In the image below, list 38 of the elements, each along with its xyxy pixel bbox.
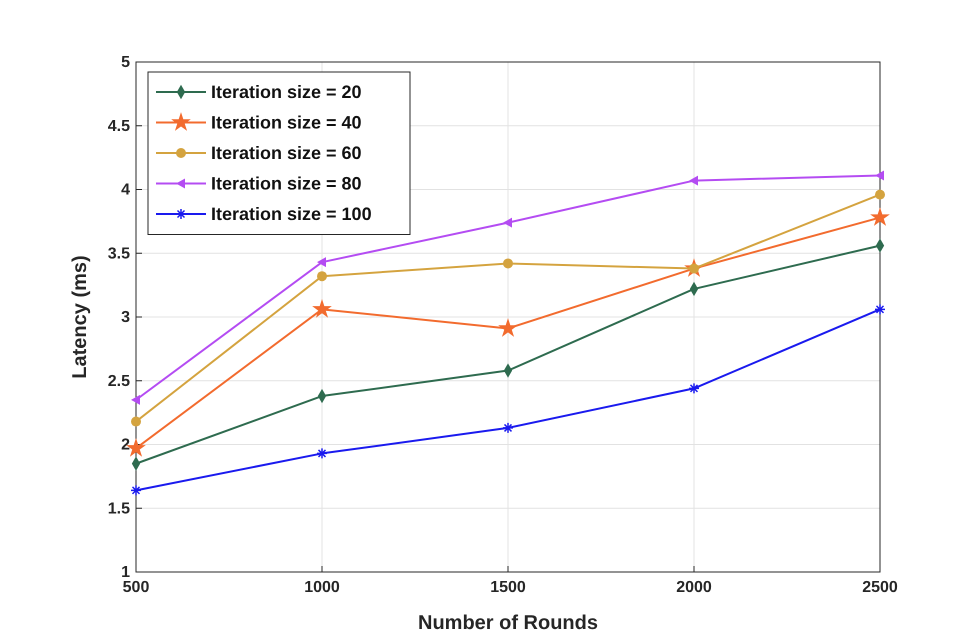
point — [131, 394, 140, 405]
point — [689, 176, 698, 186]
point — [317, 271, 327, 282]
y-tick-label: 2 — [121, 436, 130, 454]
y-tick-label: 1 — [121, 564, 130, 581]
point — [874, 304, 886, 316]
point — [498, 318, 518, 337]
legend-label: Iteration size = 100 — [211, 204, 372, 224]
legend-label: Iteration size = 20 — [211, 82, 362, 102]
y-tick-label: 2.5 — [108, 372, 130, 390]
x-tick-label: 1500 — [490, 579, 526, 596]
point — [316, 448, 328, 460]
point — [502, 422, 514, 434]
x-tick-label: 2000 — [676, 579, 712, 596]
x-tick-label: 500 — [122, 579, 150, 596]
x-tick-label: 1000 — [304, 579, 340, 596]
y-axis-title: Latency (ms) — [69, 255, 91, 379]
y-tick-label: 4.5 — [108, 118, 130, 135]
y-tick-label: 4 — [121, 182, 130, 198]
legend-label: Iteration size = 40 — [211, 112, 362, 132]
point — [312, 299, 332, 318]
point — [131, 416, 141, 427]
point — [503, 218, 512, 228]
legend-label: Iteration size = 80 — [211, 174, 362, 194]
point — [130, 484, 142, 496]
legend-label: Iteration size = 60 — [211, 143, 362, 163]
point — [503, 258, 513, 268]
x-tick-label: 2500 — [862, 579, 898, 596]
y-tick-label: 3.5 — [108, 245, 130, 262]
point — [688, 382, 700, 394]
y-tick-label: 1.5 — [108, 500, 130, 518]
point — [870, 207, 890, 226]
point — [875, 170, 884, 180]
x-axis-title: Number of Rounds — [418, 612, 598, 634]
point — [875, 190, 885, 200]
point — [317, 257, 326, 268]
y-tick-label: 3 — [121, 309, 130, 326]
y-tick-label: 5 — [121, 54, 130, 71]
